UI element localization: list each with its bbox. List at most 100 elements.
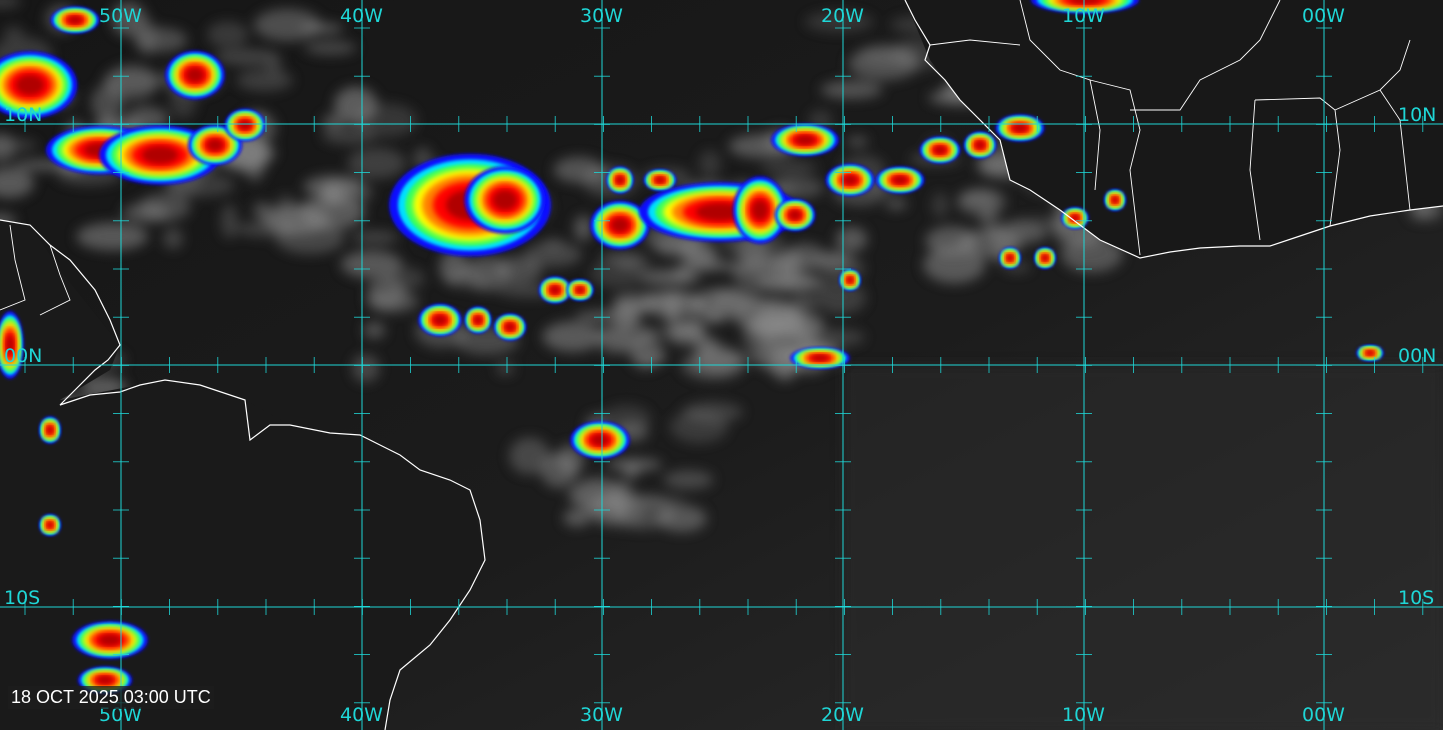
cloud xyxy=(656,505,707,532)
cloud xyxy=(0,0,22,8)
cloud xyxy=(690,287,750,319)
storm-cell xyxy=(570,421,630,459)
storm-cell xyxy=(99,125,221,185)
cloud xyxy=(340,250,403,279)
cloud xyxy=(573,215,593,242)
storm-layer xyxy=(474,316,482,324)
storm-layer xyxy=(207,139,223,151)
cloud xyxy=(682,401,744,423)
storm-layer xyxy=(46,521,54,529)
longitude-label-bottom: 30W xyxy=(580,704,623,726)
cloud xyxy=(820,80,883,99)
storm-layer xyxy=(1111,196,1119,204)
storm-cell xyxy=(733,176,787,244)
storm-cell xyxy=(839,269,861,291)
cloud xyxy=(253,8,322,42)
cloud xyxy=(639,269,701,286)
cloud xyxy=(611,291,668,310)
cloud xyxy=(847,47,920,81)
storm-layer xyxy=(789,210,801,220)
cloud xyxy=(574,311,643,322)
storm-cell xyxy=(919,136,961,164)
storm-layer xyxy=(616,176,624,184)
storm-layer xyxy=(493,190,517,210)
storm-cell xyxy=(0,311,24,379)
storm-layer xyxy=(975,141,985,149)
storm-cell xyxy=(999,247,1021,269)
south-atlantic-stratocumulus xyxy=(843,365,1443,730)
cloud xyxy=(162,227,184,250)
longitude-label-top: 10W xyxy=(1062,5,1105,27)
storm-layer xyxy=(97,676,113,684)
cloud xyxy=(366,290,419,313)
storm-cell xyxy=(538,276,572,304)
storm-layer xyxy=(892,176,908,184)
longitude-label-top: 50W xyxy=(99,5,142,27)
south-america-borders xyxy=(0,224,71,316)
longitude-label-bottom: 20W xyxy=(821,704,864,726)
storm-cell xyxy=(224,108,266,142)
storm-cell xyxy=(995,114,1045,142)
cloud xyxy=(923,246,986,284)
cloud xyxy=(885,198,908,210)
cloud xyxy=(675,320,706,337)
cloud xyxy=(214,48,281,66)
storm-cell xyxy=(39,416,61,444)
storm-cell xyxy=(606,166,634,194)
cloud xyxy=(122,202,170,223)
storm-layer xyxy=(591,434,609,446)
storm-cell xyxy=(825,163,875,197)
africa-coastline xyxy=(904,0,1443,259)
cloud xyxy=(730,254,802,290)
storm-cell xyxy=(566,279,594,301)
storm-layer xyxy=(576,286,584,294)
cloud xyxy=(3,26,24,40)
cloud xyxy=(663,470,714,490)
cloud xyxy=(663,291,691,302)
cloud xyxy=(220,203,238,239)
storm-cell xyxy=(72,621,148,659)
storm-cell xyxy=(188,124,242,166)
cloud xyxy=(606,458,662,471)
cloud xyxy=(363,321,386,339)
cloud xyxy=(0,167,34,199)
storm-layer xyxy=(142,146,178,164)
latitude-label-left: 10N xyxy=(4,104,43,126)
storm-layer xyxy=(239,120,251,130)
storm-layer xyxy=(611,217,629,233)
storm-cell xyxy=(1356,344,1384,362)
latitude-label-right: 10N xyxy=(1398,104,1437,126)
cloud xyxy=(746,310,765,347)
storm-layer xyxy=(6,335,14,355)
cloud xyxy=(614,258,654,270)
storm-layer xyxy=(1006,254,1014,262)
latitude-label-left: 10S xyxy=(4,587,41,609)
cloud xyxy=(76,222,149,251)
cloud xyxy=(568,480,629,511)
cloud xyxy=(770,343,800,381)
storm-cell xyxy=(774,198,816,232)
africa-borders xyxy=(929,0,1411,256)
cloud xyxy=(835,226,868,252)
storm-cell xyxy=(875,166,925,194)
storm-cell xyxy=(643,169,677,191)
storm-layer xyxy=(811,354,829,362)
south-america-coastline xyxy=(0,219,486,730)
storm-cell xyxy=(771,123,839,157)
cloud xyxy=(563,509,591,527)
storm-layer xyxy=(795,135,815,145)
longitude-label-top: 20W xyxy=(821,5,864,27)
cloud xyxy=(236,69,293,92)
cloud xyxy=(104,64,159,101)
cloud xyxy=(956,188,1006,216)
storm-layer xyxy=(655,176,665,184)
cloud xyxy=(524,242,583,267)
cloud xyxy=(542,321,603,352)
cloud xyxy=(790,296,819,309)
cloud xyxy=(496,362,515,376)
storm-layer xyxy=(846,276,854,284)
cloud xyxy=(931,192,949,218)
storm-layer xyxy=(550,286,560,294)
